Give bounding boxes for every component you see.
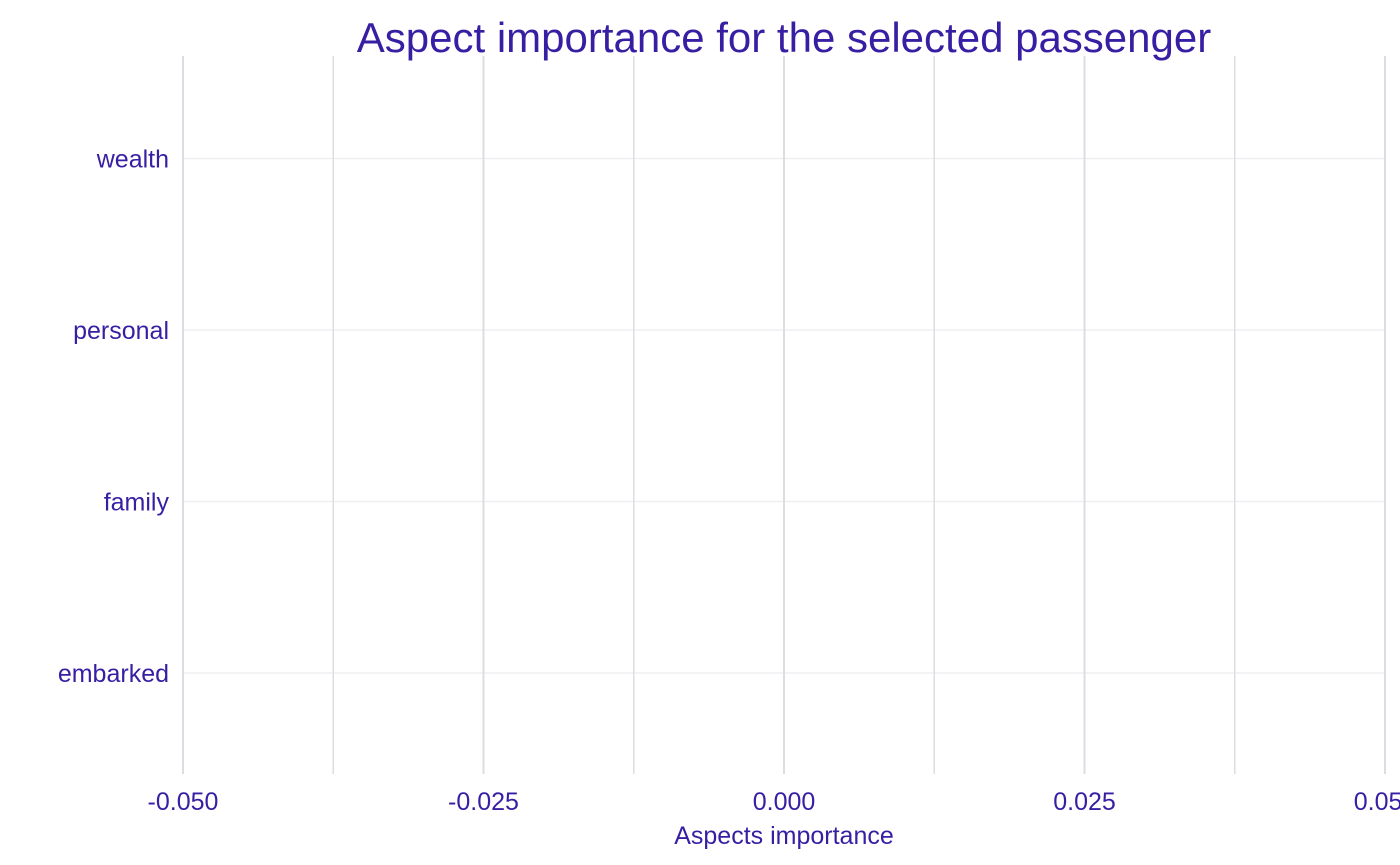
x-tick-label: 0.000 [753, 788, 816, 816]
x-axis-title: Aspects importance [674, 822, 894, 850]
x-axis-tick-labels: -0.050 -0.025 0.000 0.025 0.050 [148, 788, 1400, 816]
y-tick-label: wealth [96, 146, 169, 174]
y-tick-label: personal [73, 317, 169, 345]
x-tick-label: 0.050 [1354, 788, 1400, 816]
x-tick-label: -0.025 [448, 788, 519, 816]
x-tick-label: -0.050 [148, 788, 219, 816]
y-tick-label: family [104, 489, 170, 517]
x-tick-label: 0.025 [1053, 788, 1116, 816]
grid-layer [182, 56, 1386, 774]
y-tick-label: embarked [58, 660, 169, 688]
y-axis-labels: wealth personal family embarked [58, 146, 170, 689]
chart-title: Aspect importance for the selected passe… [357, 14, 1211, 61]
